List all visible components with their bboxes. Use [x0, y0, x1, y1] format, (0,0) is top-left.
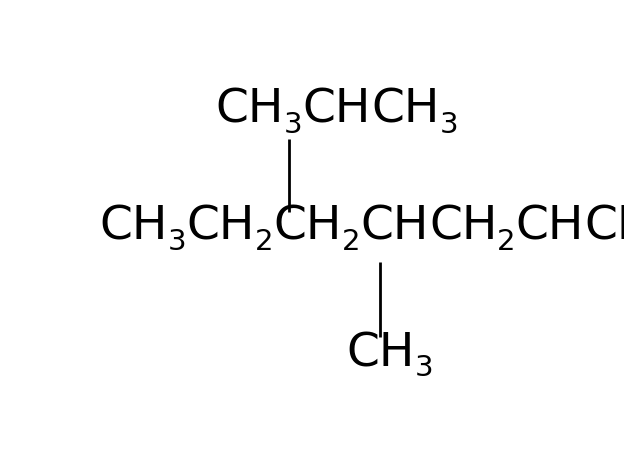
- Text: CH: CH: [429, 205, 497, 250]
- Text: CH: CH: [216, 88, 284, 133]
- Text: CH: CH: [516, 205, 584, 250]
- Text: 2: 2: [342, 228, 361, 256]
- Text: CH: CH: [274, 205, 342, 250]
- Text: 3: 3: [415, 354, 434, 382]
- Text: CH: CH: [100, 205, 168, 250]
- Text: CH: CH: [346, 331, 415, 376]
- Text: 3: 3: [284, 111, 303, 139]
- Text: CH: CH: [371, 88, 439, 133]
- Text: 2: 2: [497, 228, 516, 256]
- Text: CH: CH: [303, 88, 371, 133]
- Text: CH: CH: [361, 205, 429, 250]
- Text: 2: 2: [255, 228, 274, 256]
- Text: 3: 3: [168, 228, 187, 256]
- Text: CH: CH: [584, 205, 624, 250]
- Text: 3: 3: [439, 111, 458, 139]
- Text: CH: CH: [187, 205, 255, 250]
